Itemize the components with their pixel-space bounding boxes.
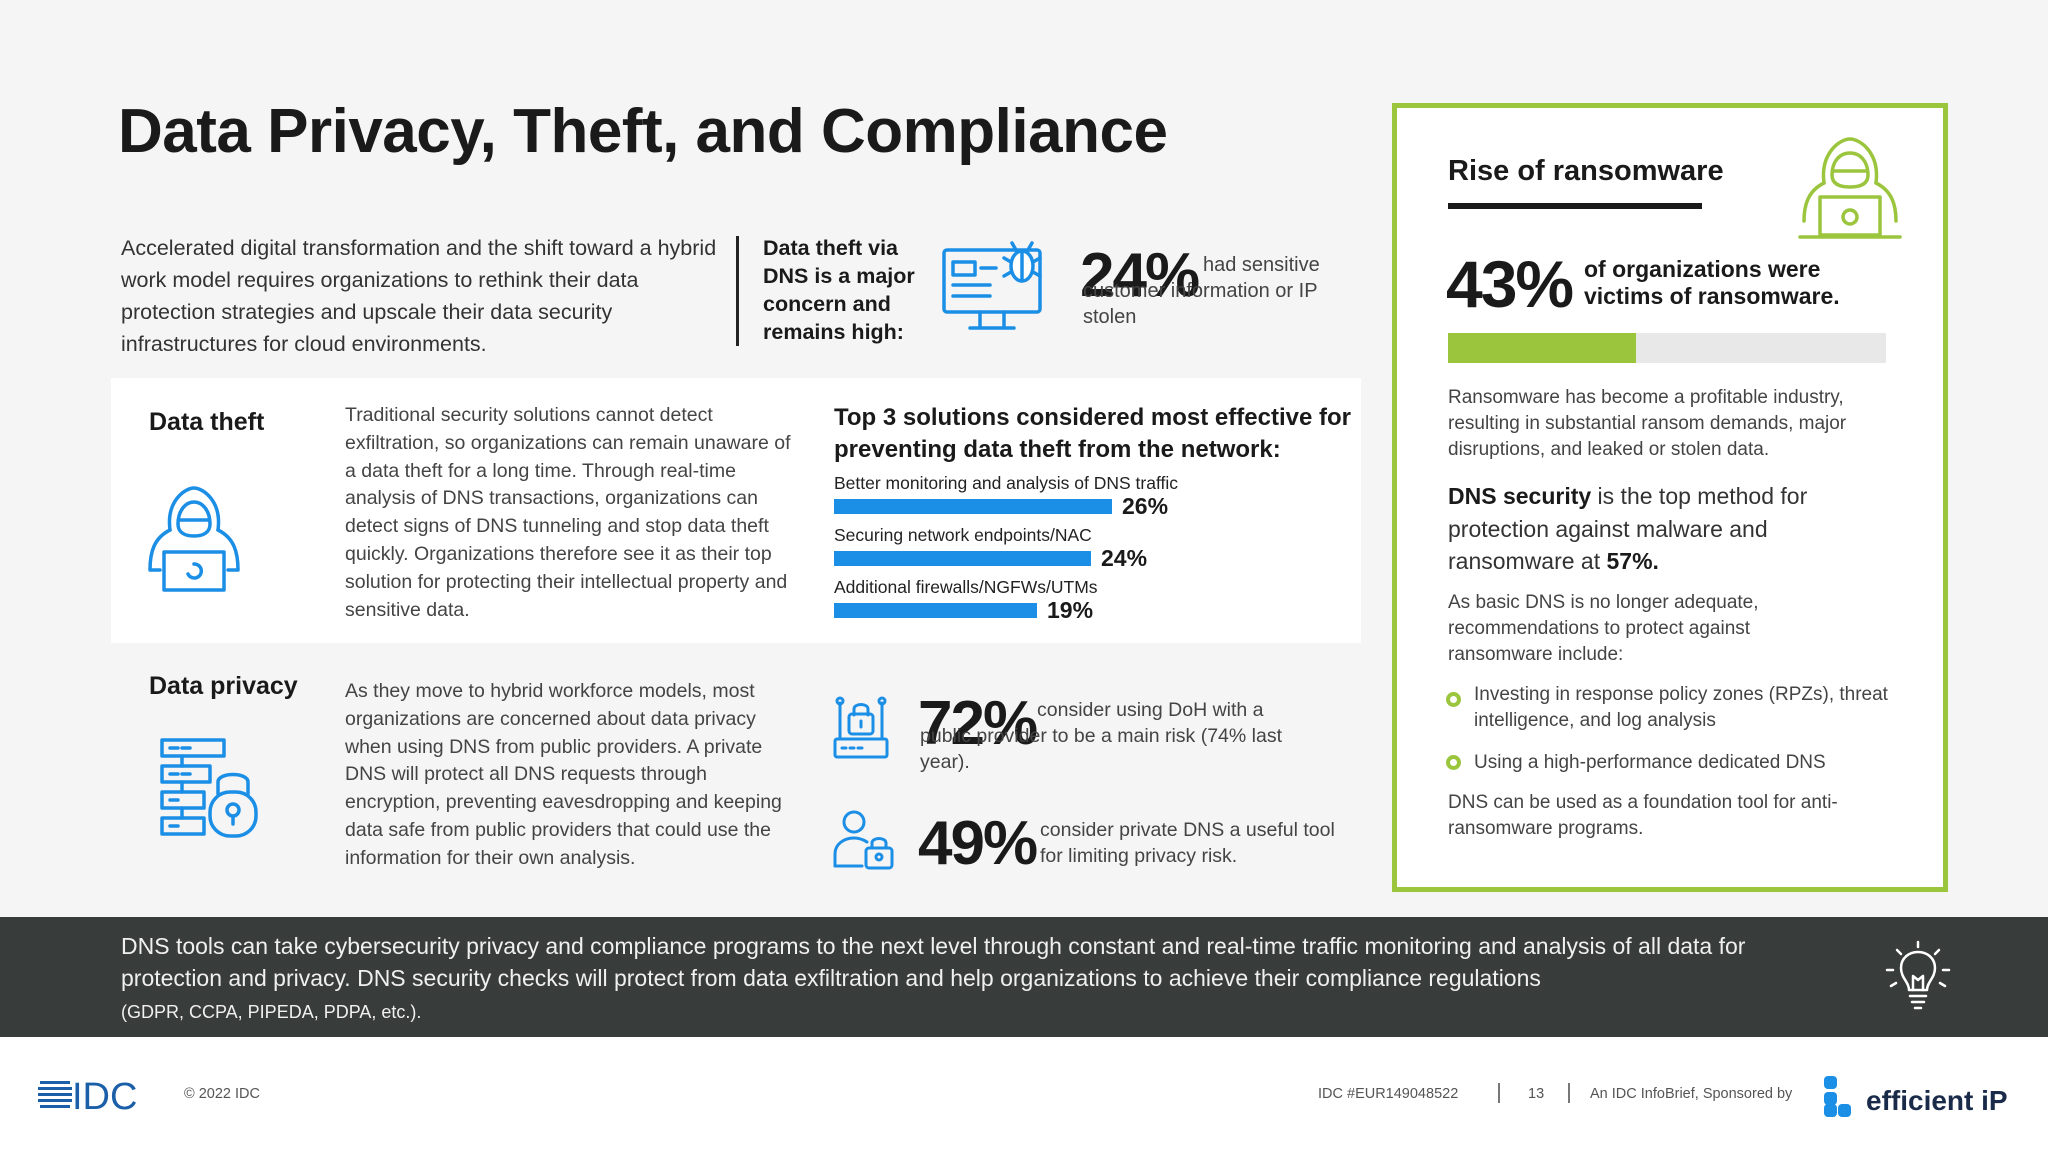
percent-57-bold: 57%. <box>1606 548 1659 574</box>
ransomware-title: Rise of ransomware <box>1448 155 1724 187</box>
stat-72-value: 72% <box>918 689 1038 758</box>
stat-72-description: consider using DoH with a public provide… <box>920 699 1282 773</box>
idc-logo: IDC <box>38 1076 137 1113</box>
bullet-icon <box>1446 755 1461 770</box>
chart-title: Top 3 solutions considered most effectiv… <box>834 404 1351 463</box>
router-lock-icon <box>833 696 889 759</box>
ransomware-progress-fill <box>1448 333 1636 363</box>
stat-43-value: 43% <box>1446 247 1574 321</box>
footer-divider <box>1568 1083 1570 1103</box>
computer-bug-icon <box>942 241 1042 330</box>
title-underline <box>1448 203 1702 209</box>
dns-concern-heading: Data theft via DNS is a major concern an… <box>763 236 915 344</box>
page-title: Data Privacy, Theft, and Compliance <box>118 97 1168 166</box>
bar-value-label: 24% <box>1101 545 1148 571</box>
data-theft-panel <box>111 378 1361 643</box>
bar-value-label: 19% <box>1047 597 1094 623</box>
bullet-icon <box>1446 692 1461 707</box>
hacker-laptop-icon <box>1798 137 1902 239</box>
intro-paragraph: Accelerated digital transformation and t… <box>121 236 717 356</box>
ransomware-paragraph-4: DNS can be used as a foundation tool for… <box>1448 792 1838 839</box>
dns-security-bold: DNS security <box>1448 483 1592 509</box>
conclusion-main: DNS tools can take cybersecurity privacy… <box>121 933 1746 991</box>
idc-logo-text: IDC <box>72 1076 137 1113</box>
footer <box>0 1037 2048 1152</box>
lightbulb-icon <box>1885 940 1951 1010</box>
stat-24-value: 24% <box>1080 241 1200 310</box>
stat-24-description: had sensitive customer information or IP… <box>1083 254 1320 328</box>
bar-value-label: 26% <box>1122 493 1169 519</box>
bar <box>834 551 1091 566</box>
ransomware-paragraph-3: As basic DNS is no longer adequate, reco… <box>1448 592 1759 665</box>
bar-label: Securing network endpoints/NAC <box>834 525 1092 545</box>
footer-divider <box>1498 1083 1500 1103</box>
vertical-divider <box>736 236 739 346</box>
data-theft-heading: Data theft <box>149 408 265 436</box>
page-number: 13 <box>1528 1086 1545 1102</box>
sponsor-text: An IDC InfoBrief, Sponsored by <box>1590 1086 1793 1102</box>
ransomware-paragraph-2: DNS security is the top method for prote… <box>1448 480 1868 578</box>
data-privacy-body: As they move to hybrid workforce models,… <box>345 680 782 869</box>
stat-49-value: 49% <box>918 809 1038 878</box>
hacker-laptop-icon <box>148 486 240 592</box>
server-lock-icon <box>160 738 258 838</box>
stat-43-description: of organizations were victims of ransomw… <box>1584 256 1840 309</box>
stat-49-description: consider private DNS a useful tool for l… <box>1040 819 1335 867</box>
efficient-ip-logo-text: efficient iP <box>1866 1085 2008 1116</box>
data-privacy-heading: Data privacy <box>149 672 298 700</box>
efficient-ip-logo: efficient iP <box>1824 1076 2008 1117</box>
bar <box>834 603 1037 618</box>
bar-label: Better monitoring and analysis of DNS tr… <box>834 473 1179 493</box>
ransomware-p2-text: is the top method for protection against… <box>1448 483 1808 574</box>
conclusion-regulations: (GDPR, CCPA, PIPEDA, PDPA, etc.). <box>121 1002 422 1022</box>
bar-label: Additional firewalls/NGFWs/UTMs <box>834 577 1098 597</box>
person-lock-icon <box>833 810 894 870</box>
conclusion-band <box>0 917 2048 1037</box>
document-id: IDC #EUR149048522 <box>1318 1086 1459 1102</box>
ransomware-paragraph-1: Ransomware has become a profitable indus… <box>1448 387 1847 460</box>
copyright: © 2022 IDC <box>184 1086 260 1102</box>
recommendation-item: Using a high-performance dedicated DNS <box>1474 752 1826 773</box>
recommendation-item: Investing in response policy zones (RPZs… <box>1474 684 1888 731</box>
data-theft-body: Traditional security solutions cannot de… <box>345 404 791 621</box>
bar <box>834 499 1112 514</box>
conclusion-text: DNS tools can take cybersecurity privacy… <box>121 930 1821 1028</box>
